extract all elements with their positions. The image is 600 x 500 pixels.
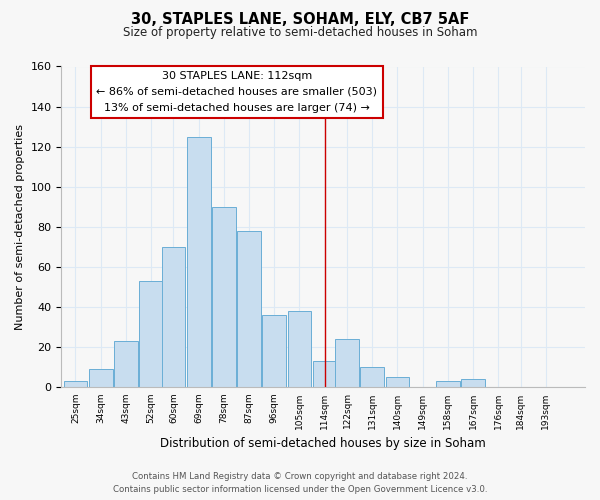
X-axis label: Distribution of semi-detached houses by size in Soham: Distribution of semi-detached houses by … bbox=[160, 437, 486, 450]
Bar bbox=[237, 231, 261, 388]
Bar bbox=[89, 370, 113, 388]
Bar bbox=[187, 136, 211, 388]
Bar bbox=[161, 247, 185, 388]
Text: Contains HM Land Registry data © Crown copyright and database right 2024.
Contai: Contains HM Land Registry data © Crown c… bbox=[113, 472, 487, 494]
Bar bbox=[461, 380, 485, 388]
Bar bbox=[361, 368, 384, 388]
Bar bbox=[114, 342, 138, 388]
Text: 30, STAPLES LANE, SOHAM, ELY, CB7 5AF: 30, STAPLES LANE, SOHAM, ELY, CB7 5AF bbox=[131, 12, 469, 28]
Bar bbox=[313, 362, 337, 388]
Text: Size of property relative to semi-detached houses in Soham: Size of property relative to semi-detach… bbox=[123, 26, 477, 39]
Bar bbox=[139, 281, 163, 388]
Bar bbox=[436, 382, 460, 388]
Y-axis label: Number of semi-detached properties: Number of semi-detached properties bbox=[15, 124, 25, 330]
Bar bbox=[64, 382, 88, 388]
Bar bbox=[287, 311, 311, 388]
Bar bbox=[212, 207, 236, 388]
Text: 30 STAPLES LANE: 112sqm
← 86% of semi-detached houses are smaller (503)
13% of s: 30 STAPLES LANE: 112sqm ← 86% of semi-de… bbox=[97, 72, 377, 112]
Bar bbox=[262, 315, 286, 388]
Bar bbox=[335, 340, 359, 388]
Bar bbox=[386, 378, 409, 388]
